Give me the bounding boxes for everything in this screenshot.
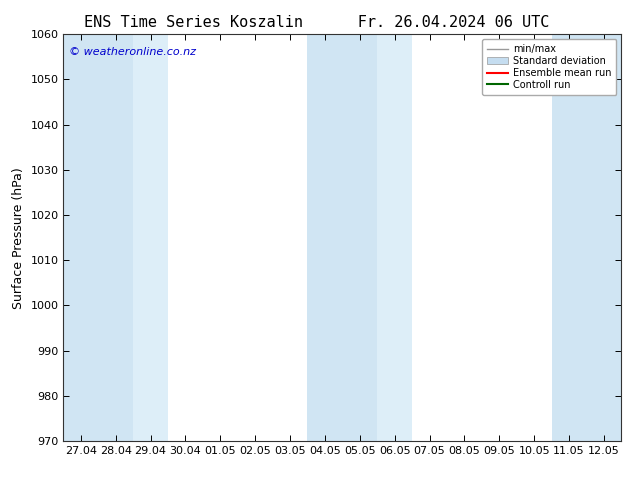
Text: ENS Time Series Koszalin      Fr. 26.04.2024 06 UTC: ENS Time Series Koszalin Fr. 26.04.2024 …: [84, 15, 550, 30]
Legend: min/max, Standard deviation, Ensemble mean run, Controll run: min/max, Standard deviation, Ensemble me…: [482, 39, 616, 95]
Bar: [63, 34, 98, 441]
Bar: [342, 34, 377, 441]
Y-axis label: Surface Pressure (hPa): Surface Pressure (hPa): [12, 167, 25, 309]
Bar: [98, 34, 133, 441]
Bar: [552, 34, 586, 441]
Bar: [586, 34, 621, 441]
Bar: [307, 34, 412, 441]
Text: © weatheronline.co.nz: © weatheronline.co.nz: [69, 47, 196, 56]
Bar: [63, 34, 168, 441]
Bar: [552, 34, 621, 441]
Bar: [307, 34, 342, 441]
